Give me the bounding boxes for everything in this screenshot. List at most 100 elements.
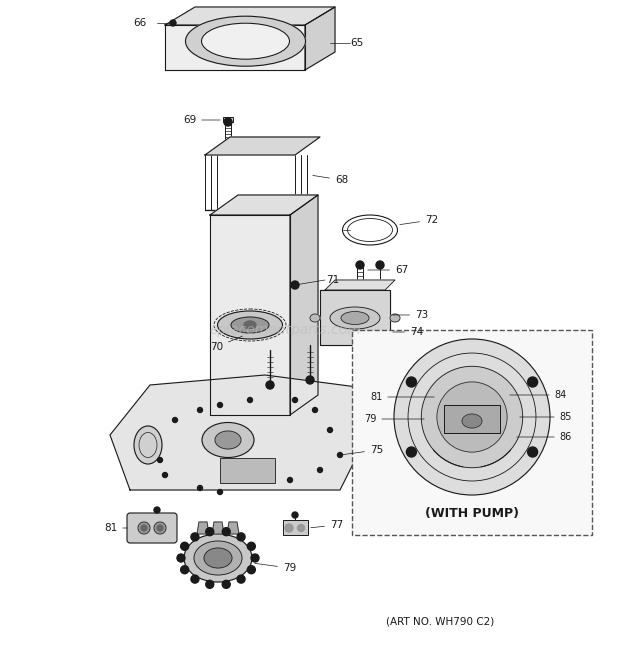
Text: eplacementparts.com: eplacementparts.com: [209, 323, 361, 337]
Bar: [283, 520, 308, 535]
Text: 74: 74: [393, 327, 423, 337]
Polygon shape: [305, 7, 335, 70]
Polygon shape: [205, 137, 320, 155]
Text: 65: 65: [350, 38, 363, 48]
Circle shape: [292, 512, 298, 518]
Text: 69: 69: [183, 115, 220, 125]
Polygon shape: [110, 375, 380, 490]
Polygon shape: [290, 195, 318, 415]
Circle shape: [356, 261, 364, 269]
Circle shape: [162, 473, 167, 477]
Circle shape: [157, 457, 162, 463]
Text: 68: 68: [312, 175, 348, 185]
Circle shape: [437, 382, 507, 452]
Circle shape: [224, 118, 232, 126]
Text: 67: 67: [368, 265, 408, 275]
Ellipse shape: [231, 317, 269, 333]
Circle shape: [198, 485, 203, 490]
Polygon shape: [165, 25, 305, 70]
Circle shape: [394, 339, 550, 495]
Text: 66: 66: [133, 18, 146, 28]
Text: 70: 70: [210, 336, 242, 352]
Circle shape: [406, 377, 417, 387]
Polygon shape: [227, 522, 239, 534]
Bar: [220, 458, 275, 483]
Polygon shape: [212, 522, 224, 534]
Text: 75: 75: [343, 445, 383, 455]
Ellipse shape: [218, 311, 283, 339]
Ellipse shape: [202, 422, 254, 457]
Ellipse shape: [202, 23, 290, 59]
Circle shape: [337, 453, 342, 457]
Polygon shape: [210, 195, 318, 215]
Ellipse shape: [185, 17, 306, 66]
Text: 86: 86: [517, 432, 572, 442]
Ellipse shape: [184, 534, 252, 582]
Circle shape: [312, 407, 317, 412]
Circle shape: [247, 542, 255, 551]
Circle shape: [247, 397, 252, 403]
Ellipse shape: [194, 541, 242, 575]
Circle shape: [293, 397, 298, 403]
Text: (ART NO. WH790 C2): (ART NO. WH790 C2): [386, 617, 494, 627]
Text: 85: 85: [520, 412, 572, 422]
Circle shape: [218, 403, 223, 407]
Circle shape: [237, 575, 245, 583]
Text: 79: 79: [364, 414, 424, 424]
Polygon shape: [325, 280, 395, 290]
Text: 73: 73: [393, 310, 428, 320]
FancyBboxPatch shape: [127, 513, 177, 543]
Polygon shape: [320, 290, 390, 345]
Circle shape: [172, 418, 177, 422]
Circle shape: [206, 580, 214, 588]
Text: 84: 84: [510, 390, 567, 400]
Ellipse shape: [141, 525, 147, 531]
Circle shape: [528, 447, 538, 457]
Ellipse shape: [285, 524, 293, 532]
Circle shape: [180, 566, 188, 574]
Circle shape: [247, 566, 255, 574]
Text: 71: 71: [326, 275, 339, 285]
Text: 72: 72: [400, 215, 438, 225]
Circle shape: [291, 281, 299, 289]
Ellipse shape: [341, 311, 369, 325]
Polygon shape: [210, 215, 290, 415]
Circle shape: [288, 477, 293, 483]
Text: 79: 79: [255, 563, 296, 573]
Ellipse shape: [390, 314, 400, 322]
Ellipse shape: [298, 524, 304, 531]
Circle shape: [222, 527, 230, 535]
Ellipse shape: [462, 414, 482, 428]
Bar: [352, 330, 592, 535]
Circle shape: [191, 533, 199, 541]
Circle shape: [406, 447, 417, 457]
Circle shape: [266, 381, 274, 389]
Polygon shape: [165, 7, 335, 25]
Ellipse shape: [330, 307, 380, 329]
Text: 81: 81: [370, 392, 434, 402]
Bar: [444, 405, 500, 433]
Circle shape: [191, 575, 199, 583]
Circle shape: [422, 366, 523, 468]
Circle shape: [237, 533, 245, 541]
Polygon shape: [197, 522, 209, 534]
Ellipse shape: [154, 522, 166, 534]
Ellipse shape: [157, 525, 163, 531]
Ellipse shape: [138, 522, 150, 534]
Circle shape: [218, 490, 223, 494]
Circle shape: [198, 407, 203, 412]
Circle shape: [222, 580, 230, 588]
Bar: [223, 117, 233, 122]
Circle shape: [180, 542, 188, 551]
Text: 77: 77: [311, 520, 343, 530]
Circle shape: [177, 554, 185, 562]
Ellipse shape: [215, 431, 241, 449]
Ellipse shape: [244, 321, 256, 329]
Ellipse shape: [204, 548, 232, 568]
Circle shape: [154, 507, 160, 513]
Circle shape: [170, 20, 176, 26]
Circle shape: [306, 376, 314, 384]
Circle shape: [206, 527, 214, 535]
Circle shape: [376, 261, 384, 269]
Circle shape: [317, 467, 322, 473]
